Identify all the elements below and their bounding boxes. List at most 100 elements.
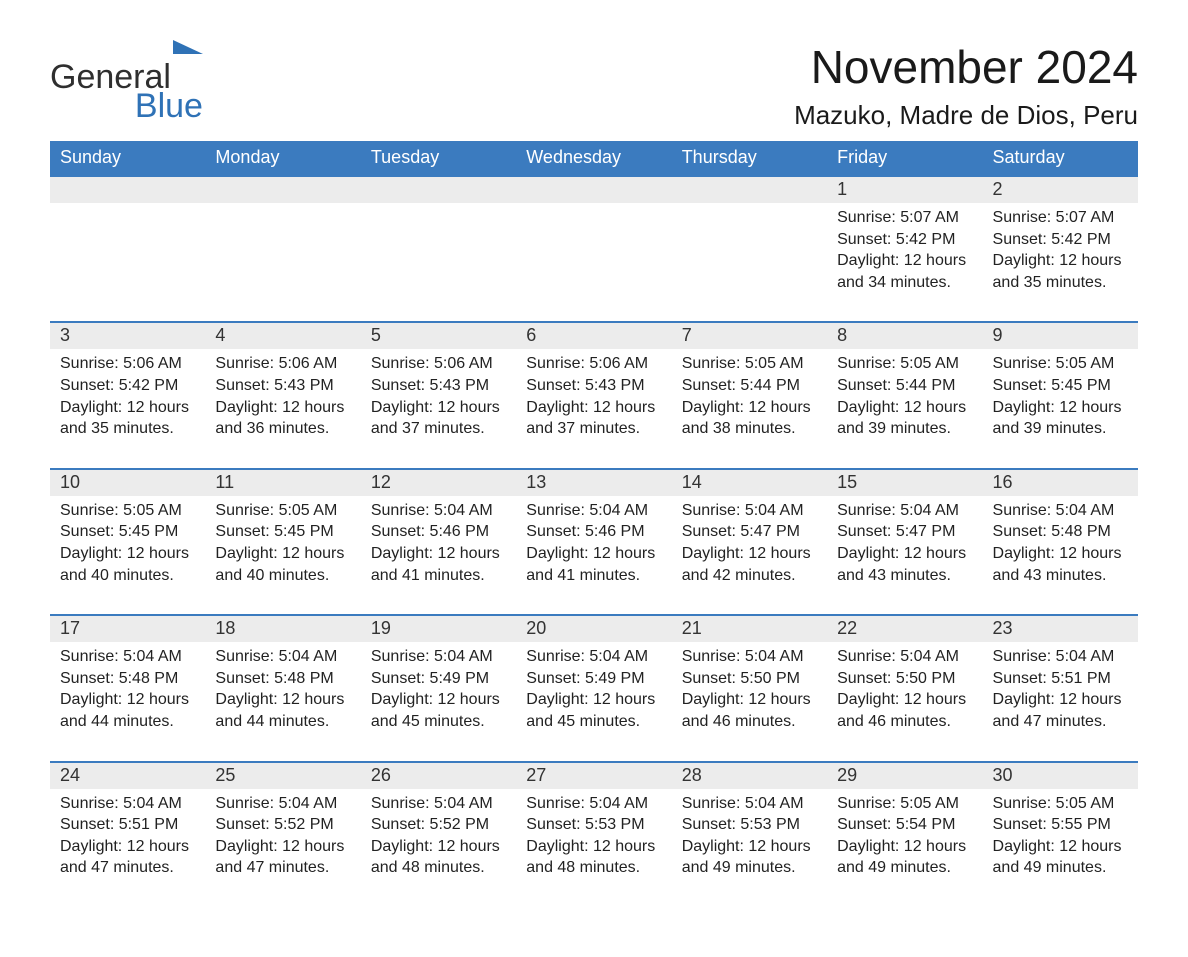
daylight-line-2: and 41 minutes. bbox=[526, 565, 661, 587]
daylight-line-2: and 34 minutes. bbox=[837, 272, 972, 294]
sunset-line: Sunset: 5:48 PM bbox=[215, 668, 350, 690]
daylight-line-1: Daylight: 12 hours bbox=[60, 397, 195, 419]
sunrise-line: Sunrise: 5:04 AM bbox=[60, 793, 195, 815]
day-cell bbox=[672, 176, 827, 322]
sunrise-line: Sunrise: 5:04 AM bbox=[526, 500, 661, 522]
day-header: Tuesday bbox=[361, 141, 516, 176]
logo-text-blue: Blue bbox=[135, 87, 203, 126]
sunset-line: Sunset: 5:51 PM bbox=[60, 814, 195, 836]
header-row: General Blue November 2024 Mazuko, Madre… bbox=[50, 40, 1138, 141]
sunrise-line: Sunrise: 5:06 AM bbox=[215, 353, 350, 375]
daylight-line-1: Daylight: 12 hours bbox=[993, 689, 1128, 711]
daylight-line-2: and 47 minutes. bbox=[993, 711, 1128, 733]
daylight-line-2: and 37 minutes. bbox=[526, 418, 661, 440]
daylight-line-1: Daylight: 12 hours bbox=[682, 543, 817, 565]
daylight-line-1: Daylight: 12 hours bbox=[837, 543, 972, 565]
day-number: 21 bbox=[672, 616, 827, 642]
day-cell bbox=[361, 176, 516, 322]
daylight-line-1: Daylight: 12 hours bbox=[526, 689, 661, 711]
day-number bbox=[50, 177, 205, 203]
sunrise-line: Sunrise: 5:04 AM bbox=[526, 793, 661, 815]
day-body: Sunrise: 5:05 AMSunset: 5:44 PMDaylight:… bbox=[672, 349, 827, 439]
week-row: 3Sunrise: 5:06 AMSunset: 5:42 PMDaylight… bbox=[50, 322, 1138, 468]
title-block: November 2024 Mazuko, Madre de Dios, Per… bbox=[794, 40, 1138, 141]
day-number: 25 bbox=[205, 763, 360, 789]
day-number: 5 bbox=[361, 323, 516, 349]
day-number: 10 bbox=[50, 470, 205, 496]
day-cell: 23Sunrise: 5:04 AMSunset: 5:51 PMDayligh… bbox=[983, 615, 1138, 761]
day-number: 14 bbox=[672, 470, 827, 496]
day-number: 16 bbox=[983, 470, 1138, 496]
day-cell: 7Sunrise: 5:05 AMSunset: 5:44 PMDaylight… bbox=[672, 322, 827, 468]
day-cell: 26Sunrise: 5:04 AMSunset: 5:52 PMDayligh… bbox=[361, 762, 516, 907]
day-number: 20 bbox=[516, 616, 671, 642]
sunset-line: Sunset: 5:47 PM bbox=[682, 521, 817, 543]
sunrise-line: Sunrise: 5:04 AM bbox=[837, 646, 972, 668]
day-number: 23 bbox=[983, 616, 1138, 642]
day-body: Sunrise: 5:06 AMSunset: 5:43 PMDaylight:… bbox=[516, 349, 671, 439]
sunrise-line: Sunrise: 5:05 AM bbox=[837, 353, 972, 375]
day-body: Sunrise: 5:05 AMSunset: 5:45 PMDaylight:… bbox=[205, 496, 360, 586]
day-number bbox=[516, 177, 671, 203]
sunset-line: Sunset: 5:49 PM bbox=[526, 668, 661, 690]
daylight-line-1: Daylight: 12 hours bbox=[215, 543, 350, 565]
sunset-line: Sunset: 5:49 PM bbox=[371, 668, 506, 690]
day-number: 7 bbox=[672, 323, 827, 349]
daylight-line-1: Daylight: 12 hours bbox=[993, 836, 1128, 858]
day-body: Sunrise: 5:07 AMSunset: 5:42 PMDaylight:… bbox=[983, 203, 1138, 293]
daylight-line-1: Daylight: 12 hours bbox=[526, 836, 661, 858]
sunset-line: Sunset: 5:42 PM bbox=[993, 229, 1128, 251]
sunrise-line: Sunrise: 5:05 AM bbox=[837, 793, 972, 815]
sunset-line: Sunset: 5:53 PM bbox=[682, 814, 817, 836]
day-cell bbox=[205, 176, 360, 322]
daylight-line-2: and 47 minutes. bbox=[215, 857, 350, 879]
day-number: 4 bbox=[205, 323, 360, 349]
sunrise-line: Sunrise: 5:04 AM bbox=[60, 646, 195, 668]
daylight-line-2: and 47 minutes. bbox=[60, 857, 195, 879]
day-number: 28 bbox=[672, 763, 827, 789]
sunrise-line: Sunrise: 5:04 AM bbox=[215, 646, 350, 668]
day-cell: 28Sunrise: 5:04 AMSunset: 5:53 PMDayligh… bbox=[672, 762, 827, 907]
daylight-line-1: Daylight: 12 hours bbox=[371, 543, 506, 565]
sunset-line: Sunset: 5:50 PM bbox=[682, 668, 817, 690]
sunrise-line: Sunrise: 5:06 AM bbox=[371, 353, 506, 375]
day-cell: 9Sunrise: 5:05 AMSunset: 5:45 PMDaylight… bbox=[983, 322, 1138, 468]
daylight-line-1: Daylight: 12 hours bbox=[60, 836, 195, 858]
month-title: November 2024 bbox=[794, 40, 1138, 94]
day-cell: 22Sunrise: 5:04 AMSunset: 5:50 PMDayligh… bbox=[827, 615, 982, 761]
day-body: Sunrise: 5:05 AMSunset: 5:44 PMDaylight:… bbox=[827, 349, 982, 439]
day-body: Sunrise: 5:04 AMSunset: 5:49 PMDaylight:… bbox=[361, 642, 516, 732]
day-number: 8 bbox=[827, 323, 982, 349]
sunrise-line: Sunrise: 5:04 AM bbox=[371, 646, 506, 668]
week-row: 17Sunrise: 5:04 AMSunset: 5:48 PMDayligh… bbox=[50, 615, 1138, 761]
logo: General Blue bbox=[50, 58, 203, 126]
daylight-line-2: and 40 minutes. bbox=[215, 565, 350, 587]
day-number: 19 bbox=[361, 616, 516, 642]
daylight-line-2: and 43 minutes. bbox=[993, 565, 1128, 587]
day-body: Sunrise: 5:05 AMSunset: 5:55 PMDaylight:… bbox=[983, 789, 1138, 879]
daylight-line-2: and 49 minutes. bbox=[682, 857, 817, 879]
sunrise-line: Sunrise: 5:04 AM bbox=[837, 500, 972, 522]
sunset-line: Sunset: 5:47 PM bbox=[837, 521, 972, 543]
daylight-line-1: Daylight: 12 hours bbox=[371, 397, 506, 419]
day-cell: 21Sunrise: 5:04 AMSunset: 5:50 PMDayligh… bbox=[672, 615, 827, 761]
day-cell: 19Sunrise: 5:04 AMSunset: 5:49 PMDayligh… bbox=[361, 615, 516, 761]
day-body: Sunrise: 5:05 AMSunset: 5:45 PMDaylight:… bbox=[983, 349, 1138, 439]
daylight-line-1: Daylight: 12 hours bbox=[837, 397, 972, 419]
sunrise-line: Sunrise: 5:04 AM bbox=[215, 793, 350, 815]
sunset-line: Sunset: 5:48 PM bbox=[60, 668, 195, 690]
sunrise-line: Sunrise: 5:04 AM bbox=[682, 793, 817, 815]
day-cell bbox=[50, 176, 205, 322]
daylight-line-2: and 40 minutes. bbox=[60, 565, 195, 587]
sunrise-line: Sunrise: 5:04 AM bbox=[682, 646, 817, 668]
day-cell: 20Sunrise: 5:04 AMSunset: 5:49 PMDayligh… bbox=[516, 615, 671, 761]
day-cell: 16Sunrise: 5:04 AMSunset: 5:48 PMDayligh… bbox=[983, 469, 1138, 615]
day-body: Sunrise: 5:04 AMSunset: 5:50 PMDaylight:… bbox=[672, 642, 827, 732]
daylight-line-2: and 43 minutes. bbox=[837, 565, 972, 587]
daylight-line-1: Daylight: 12 hours bbox=[215, 689, 350, 711]
sunset-line: Sunset: 5:44 PM bbox=[837, 375, 972, 397]
day-number: 24 bbox=[50, 763, 205, 789]
sunrise-line: Sunrise: 5:04 AM bbox=[993, 500, 1128, 522]
sunset-line: Sunset: 5:45 PM bbox=[993, 375, 1128, 397]
day-cell: 27Sunrise: 5:04 AMSunset: 5:53 PMDayligh… bbox=[516, 762, 671, 907]
